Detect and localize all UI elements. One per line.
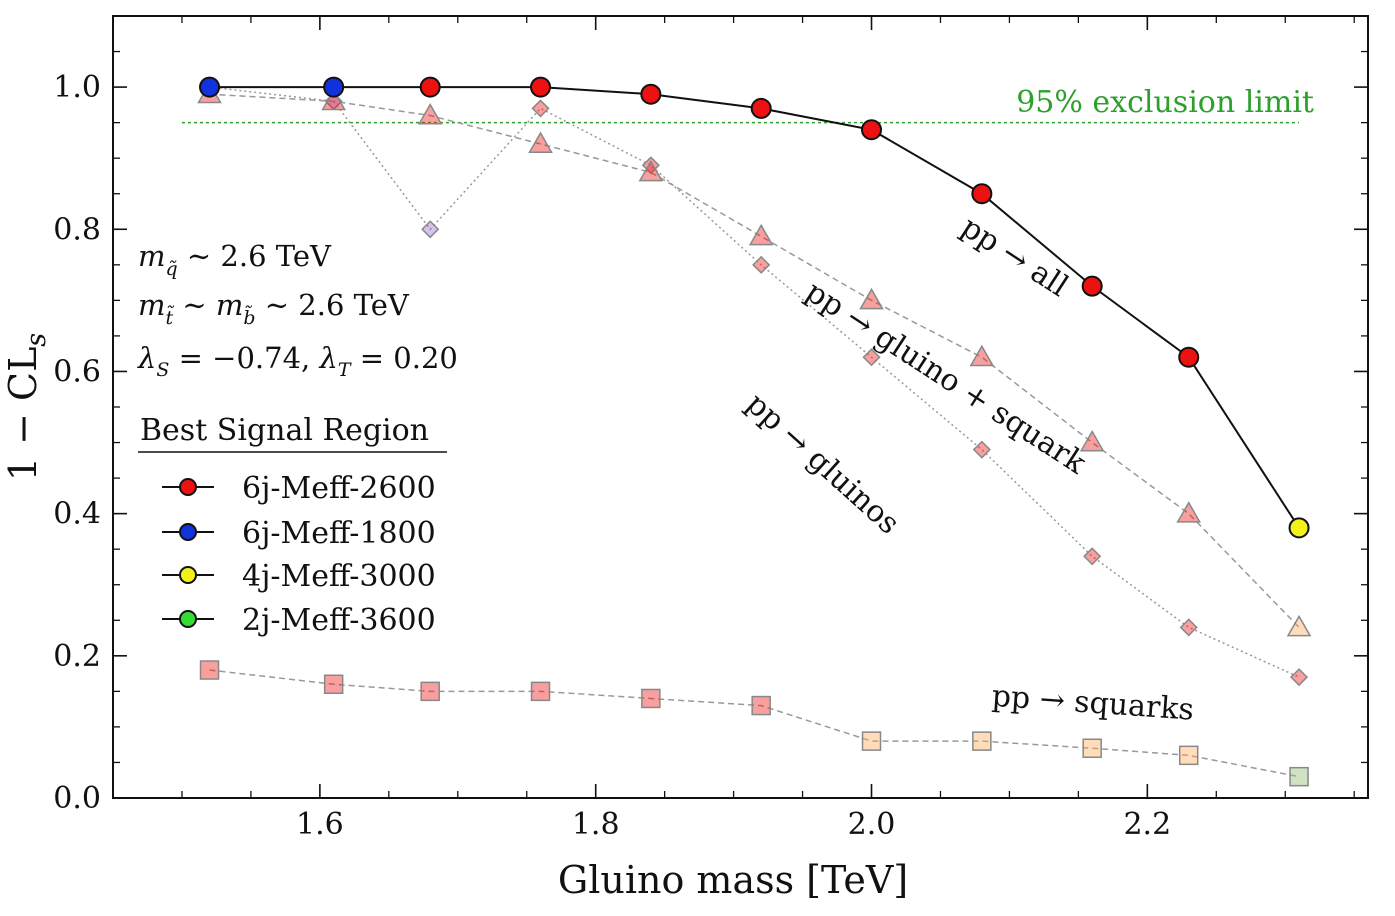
annot3-eq1: = −0.74, <box>169 341 319 375</box>
point-triangle <box>1286 614 1312 637</box>
point-triangle <box>417 103 443 125</box>
point-triangle <box>638 159 664 182</box>
legend-entry-2j-3600: 2j-Meff-3600 <box>162 603 436 638</box>
annotation-stop-sbottom-mass: mt̃ ∼ mb̃ ∼ 2.6 TeV <box>138 288 410 329</box>
point-diamond <box>1179 618 1198 637</box>
annot1-sub: q̃ <box>166 258 178 280</box>
x-axis-title: Gluino mass [TeV] <box>558 858 908 902</box>
annotation-squark-mass: mq̃ ∼ 2.6 TeV <box>138 239 332 280</box>
point-triangle <box>748 223 774 246</box>
point-square <box>530 681 551 702</box>
point-triangle <box>1176 501 1202 523</box>
y-tick-label: 0.2 <box>53 639 101 674</box>
point-diamond <box>752 255 771 274</box>
series-layer <box>197 76 1312 787</box>
exclusion-limit-label: 95% exclusion limit <box>1016 85 1314 120</box>
point-triangle <box>859 287 884 310</box>
annot1-rest: ∼ 2.6 TeV <box>178 239 332 273</box>
point-circle <box>419 76 441 98</box>
point-square <box>641 688 661 709</box>
curve-label-gluino_squark: pp → gluino + squark <box>799 274 1092 481</box>
point-square <box>199 660 220 680</box>
point-circle <box>971 183 993 205</box>
legend-title: Best Signal Region <box>140 413 429 448</box>
series-0 <box>199 76 1310 539</box>
curve-label-gluinos: pp → gluinos <box>739 386 906 541</box>
point-triangle <box>1079 430 1105 452</box>
annot2-rest: ∼ 2.6 TeV <box>256 288 410 322</box>
point-square <box>751 695 771 716</box>
point-triangle <box>321 88 346 111</box>
point-circle <box>199 76 221 98</box>
legend-marker-2j-3600 <box>179 610 197 628</box>
annot2-sub2: b̃ <box>243 306 255 329</box>
series-line <box>209 669 1300 778</box>
annot3-eq2: = 0.20 <box>351 341 458 375</box>
x-tick-label: 1.8 <box>572 807 620 842</box>
point-circle <box>1178 346 1200 368</box>
point-square <box>420 681 440 702</box>
legend-label-6j-2600: 6j-Meff-2600 <box>242 471 436 506</box>
y-axis-title-main: 1 − CL <box>1 347 45 481</box>
series-3 <box>199 660 1309 787</box>
point-square <box>1178 745 1199 766</box>
point-square <box>1082 738 1102 758</box>
x-tick-label: 2.2 <box>1123 807 1171 842</box>
point-triangle <box>528 131 553 153</box>
point-diamond <box>862 348 881 367</box>
legend-label-6j-1800: 6j-Meff-1800 <box>242 516 436 551</box>
legend-label-2j-3600: 2j-Meff-3600 <box>242 603 436 638</box>
ticks-layer: 1.6 1.8 2.0 2.2 0.0 0.2 0.4 0.6 0.8 1.0 <box>53 15 1368 842</box>
point-square <box>323 674 344 695</box>
annot3-l2: λ <box>318 341 337 375</box>
y-tick-label: 0.8 <box>53 212 101 247</box>
y-tick-label: 1.0 <box>53 70 101 105</box>
y-axis-title: 1 − CLs <box>1 333 52 481</box>
legend-marker-4j-3000 <box>179 566 197 584</box>
annot2-var1: m <box>138 288 166 322</box>
annot3-s1: S <box>156 359 169 381</box>
point-circle <box>1288 517 1310 539</box>
point-diamond <box>1289 668 1309 687</box>
y-tick-label: 0.6 <box>53 354 101 389</box>
legend-entry-6j-2600: 6j-Meff-2600 <box>162 471 436 506</box>
point-diamond <box>1083 547 1102 566</box>
point-circle <box>530 76 552 98</box>
legend-entry-6j-1800: 6j-Meff-1800 <box>162 516 436 551</box>
y-tick-label: 0.0 <box>53 781 101 816</box>
point-circle <box>323 76 345 98</box>
point-triangle <box>969 344 995 367</box>
annotation-lambda: λS = −0.74, λT = 0.20 <box>137 341 458 381</box>
point-diamond <box>972 440 991 459</box>
series-line <box>209 86 1300 678</box>
point-circle <box>750 97 772 119</box>
annot3-s2: T <box>338 359 352 381</box>
annot2-sub1: t̃ <box>166 306 175 329</box>
annot3-l1: λ <box>137 341 156 375</box>
y-tick-label: 0.4 <box>53 497 101 532</box>
point-diamond <box>421 220 440 239</box>
annot1-var: m <box>138 239 166 273</box>
point-circle <box>1081 275 1103 297</box>
legend-label-4j-3000: 4j-Meff-3000 <box>242 559 436 594</box>
point-square <box>1289 766 1309 787</box>
point-circle <box>640 83 662 105</box>
legend-entry-4j-3000: 4j-Meff-3000 <box>162 559 436 594</box>
legend-marker-6j-2600 <box>179 478 197 496</box>
point-circle <box>861 119 883 141</box>
curve-label-squarks: pp → squarks <box>991 679 1195 728</box>
legend-marker-6j-1800 <box>179 523 197 541</box>
annot2-var2: m <box>216 288 244 322</box>
legend: Best Signal Region 6j-Meff-2600 6j-Meff-… <box>138 413 447 638</box>
series-2 <box>200 78 1309 687</box>
annot2-mid: ∼ <box>173 288 216 322</box>
x-tick-label: 2.0 <box>848 807 896 842</box>
point-square <box>861 731 882 751</box>
x-tick-label: 1.6 <box>296 807 344 842</box>
point-diamond <box>531 99 550 118</box>
point-square <box>972 731 992 751</box>
y-axis-title-sub: s <box>21 333 52 347</box>
